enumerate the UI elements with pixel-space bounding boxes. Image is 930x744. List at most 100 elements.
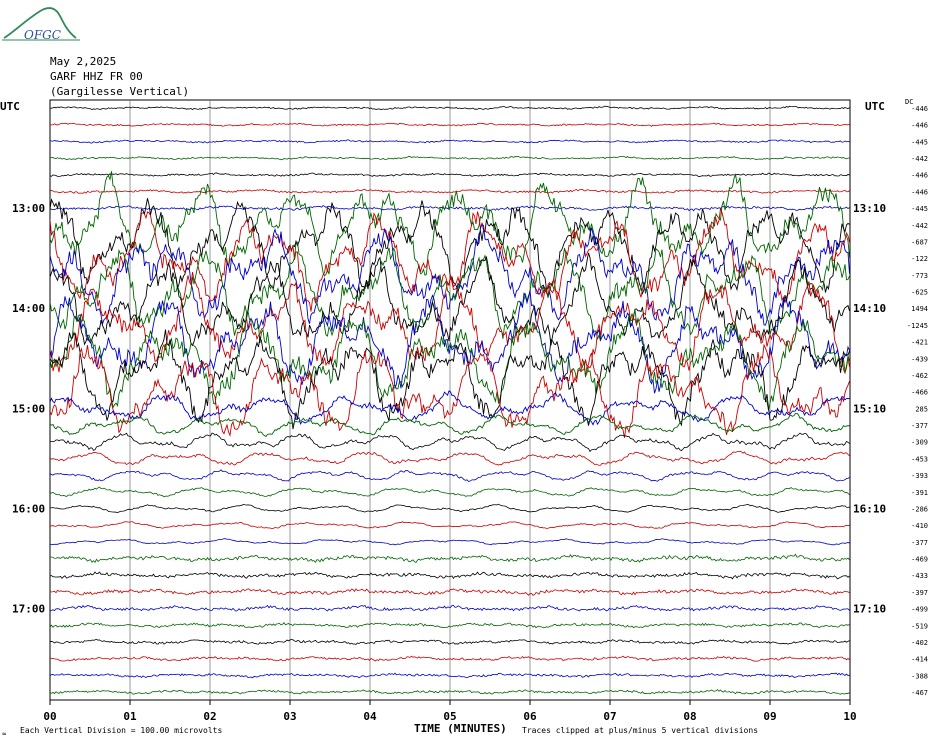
x-tick-label: 05 <box>443 710 456 723</box>
dc-offset-value: -397 <box>911 589 928 597</box>
y-tick-label-left: 13:00 <box>12 202 45 215</box>
seismic-trace <box>50 241 850 342</box>
x-tick-label: 01 <box>123 710 137 723</box>
dc-offset-value: -446 <box>911 172 928 180</box>
dc-offset-column: -446 -446 -445 -442 -446 -446 -445 -442 -687 -122… <box>907 105 928 697</box>
seismic-trace <box>50 432 850 453</box>
seismic-trace <box>50 638 850 645</box>
seismic-trace <box>50 412 850 438</box>
utc-label-right: UTC <box>865 100 885 113</box>
dc-offset-value: -391 <box>911 489 928 497</box>
seismic-trace <box>50 198 850 296</box>
dc-offset-value: -519 <box>911 622 928 630</box>
y-tick-label-left: 14:00 <box>12 302 45 315</box>
dc-offset-value: -446 <box>911 122 928 130</box>
seismic-trace <box>50 271 850 378</box>
dc-offset-value: -446 <box>911 105 928 113</box>
seismic-trace <box>50 588 850 596</box>
seismic-trace <box>50 290 850 394</box>
logo-swoosh-icon <box>3 7 77 39</box>
seismic-trace <box>50 224 850 326</box>
seismic-trace <box>50 139 850 144</box>
x-axis-ticks: 00 01 02 03 04 05 06 07 08 09 10 <box>43 700 857 723</box>
x-tick-label: 06 <box>523 710 537 723</box>
dc-offset-value: -377 <box>911 539 928 547</box>
seismic-trace <box>50 343 850 438</box>
dc-offset-value: -377 <box>911 422 928 430</box>
seismic-trace <box>50 309 850 411</box>
seismic-trace <box>50 571 850 580</box>
trace-group <box>50 105 850 695</box>
seismic-trace <box>50 188 850 194</box>
x-tick-label: 03 <box>283 710 296 723</box>
x-tick-label: 07 <box>603 710 616 723</box>
scale-note: Each Vertical Division = 100.00 microvol… <box>20 726 222 735</box>
y-tick-label-right: 14:10 <box>853 302 886 315</box>
header-station: GARF HHZ FR 00 <box>50 70 143 83</box>
seismic-trace <box>50 252 850 347</box>
seismic-trace <box>50 486 850 498</box>
seismic-trace <box>50 390 850 426</box>
dc-offset-value: -445 <box>911 205 928 213</box>
seismic-trace <box>50 172 850 177</box>
dc-offset-value: -773 <box>911 272 928 280</box>
dc-label: DC <box>905 98 913 106</box>
seismic-trace <box>50 171 850 277</box>
y-tick-label-left: 17:00 <box>12 603 45 616</box>
seismic-trace <box>50 503 850 514</box>
dc-offset-value: -388 <box>911 672 928 680</box>
dc-offset-value: -309 <box>911 439 928 447</box>
header-date: May 2,2025 <box>50 55 116 68</box>
y-tick-label-right: 16:10 <box>853 502 886 515</box>
dc-offset-value: -442 <box>911 222 928 230</box>
dc-offset-value: -393 <box>911 472 928 480</box>
y-tick-label-right: 17:10 <box>853 603 886 616</box>
x-axis-title: TIME (MINUTES) <box>414 722 507 735</box>
seismic-trace <box>50 122 850 127</box>
x-tick-label: 10 <box>843 710 856 723</box>
dc-offset-value: -467 <box>911 689 928 697</box>
seismic-trace <box>50 689 850 695</box>
dc-offset-value: -499 <box>911 606 928 614</box>
dc-offset-value: -410 <box>911 522 928 530</box>
dc-offset-value: -446 <box>911 188 928 196</box>
y-tick-label-left: 15:00 <box>12 402 45 415</box>
dc-offset-value: -439 <box>911 355 928 363</box>
dc-offset-value: -442 <box>911 155 928 163</box>
y-axis-left: 13:00 14:00 15:00 16:00 17:00 <box>12 202 45 615</box>
x-tick-label: 00 <box>43 710 56 723</box>
seismic-trace <box>50 329 850 430</box>
y-axis-right: 13:10 14:10 15:10 16:10 17:10 <box>853 202 886 615</box>
logo-text: OFGC <box>24 28 61 42</box>
dc-offset-value: -445 <box>911 138 928 146</box>
dc-offset-value: -122 <box>911 255 928 263</box>
seismic-trace <box>50 672 850 679</box>
seismic-trace <box>50 553 850 564</box>
x-tick-label: 09 <box>763 710 776 723</box>
ofgc-logo: OFGC <box>2 7 80 42</box>
y-tick-label-right: 13:10 <box>853 202 886 215</box>
header-station-name: (Gargilesse Vertical) <box>50 85 189 98</box>
dc-offset-value: -414 <box>911 656 928 664</box>
dc-offset-value: -286 <box>911 505 928 513</box>
dc-offset-value: -421 <box>911 339 928 347</box>
dc-offset-value: -1245 <box>907 322 928 330</box>
clip-note: Traces clipped at plus/minus 5 vertical … <box>522 726 758 735</box>
x-tick-label: 08 <box>683 710 696 723</box>
seismic-trace <box>50 155 850 161</box>
dc-offset-value: -453 <box>911 455 928 463</box>
seismic-trace <box>50 622 850 629</box>
seismic-trace <box>50 655 850 662</box>
dc-offset-value: 285 <box>915 405 928 413</box>
y-tick-label-right: 15:10 <box>853 402 886 415</box>
seismic-trace <box>50 521 850 530</box>
dc-offset-value: -469 <box>911 556 928 564</box>
seismic-trace <box>50 105 850 111</box>
dc-offset-value: -625 <box>911 289 928 297</box>
seismic-trace <box>50 604 850 612</box>
dc-offset-value: -402 <box>911 639 928 647</box>
dc-offset-value: -433 <box>911 572 928 580</box>
seismic-trace <box>50 451 850 466</box>
